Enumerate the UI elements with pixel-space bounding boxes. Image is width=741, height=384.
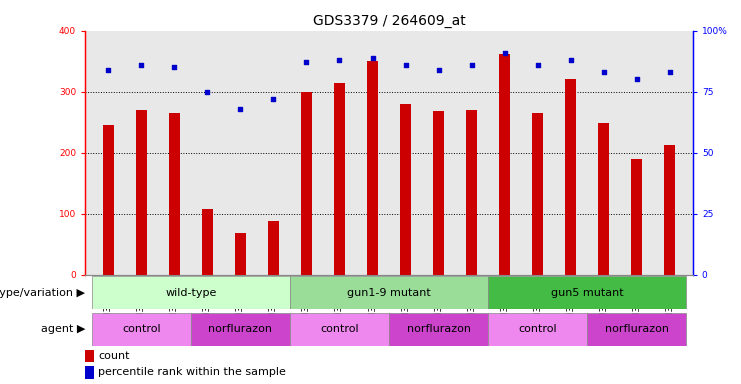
Text: wild-type: wild-type bbox=[165, 288, 216, 298]
Point bbox=[598, 69, 610, 75]
Bar bbox=[92, 313, 191, 346]
Bar bbox=[102, 125, 114, 275]
Text: control: control bbox=[320, 324, 359, 334]
Text: percentile rank within the sample: percentile rank within the sample bbox=[98, 367, 286, 377]
Bar bbox=[290, 276, 488, 309]
Bar bbox=[587, 313, 686, 346]
Bar bbox=[598, 123, 609, 275]
Bar bbox=[389, 313, 488, 346]
Bar bbox=[202, 209, 213, 275]
Point bbox=[301, 60, 313, 66]
Bar bbox=[268, 221, 279, 275]
Point bbox=[202, 89, 213, 95]
Bar bbox=[92, 276, 290, 309]
Point bbox=[234, 106, 246, 112]
Bar bbox=[664, 145, 676, 275]
Point bbox=[465, 62, 477, 68]
Bar bbox=[532, 113, 543, 275]
Text: norflurazon: norflurazon bbox=[407, 324, 471, 334]
Text: control: control bbox=[122, 324, 161, 334]
Bar bbox=[399, 104, 411, 275]
Bar bbox=[290, 313, 389, 346]
Text: control: control bbox=[518, 324, 557, 334]
Bar bbox=[433, 111, 445, 275]
Bar bbox=[488, 313, 587, 346]
Text: agent ▶: agent ▶ bbox=[41, 324, 85, 334]
Point bbox=[399, 62, 411, 68]
Bar bbox=[301, 92, 312, 275]
Bar bbox=[235, 233, 246, 275]
Text: norflurazon: norflurazon bbox=[208, 324, 273, 334]
Bar bbox=[631, 159, 642, 275]
Bar bbox=[367, 61, 379, 275]
Point bbox=[565, 57, 576, 63]
Point bbox=[664, 69, 676, 75]
Point bbox=[499, 50, 511, 56]
Text: gun1-9 mutant: gun1-9 mutant bbox=[347, 288, 431, 298]
Bar bbox=[565, 79, 576, 275]
Text: count: count bbox=[98, 351, 130, 361]
Bar bbox=[169, 113, 180, 275]
Point bbox=[268, 96, 279, 102]
Point bbox=[136, 62, 147, 68]
Title: GDS3379 / 264609_at: GDS3379 / 264609_at bbox=[313, 14, 465, 28]
Point bbox=[433, 67, 445, 73]
Bar bbox=[136, 110, 147, 275]
Point bbox=[367, 55, 379, 61]
Bar bbox=[488, 276, 686, 309]
Point bbox=[102, 67, 114, 73]
Text: genotype/variation ▶: genotype/variation ▶ bbox=[0, 288, 85, 298]
Text: gun5 mutant: gun5 mutant bbox=[551, 288, 623, 298]
Point bbox=[168, 64, 180, 70]
Bar bbox=[85, 366, 94, 379]
Point bbox=[631, 76, 642, 83]
Point bbox=[333, 57, 345, 63]
Bar bbox=[499, 54, 511, 275]
Bar bbox=[85, 350, 94, 362]
Bar bbox=[466, 110, 477, 275]
Point bbox=[532, 62, 544, 68]
Text: norflurazon: norflurazon bbox=[605, 324, 668, 334]
Bar bbox=[333, 83, 345, 275]
Bar bbox=[191, 313, 290, 346]
